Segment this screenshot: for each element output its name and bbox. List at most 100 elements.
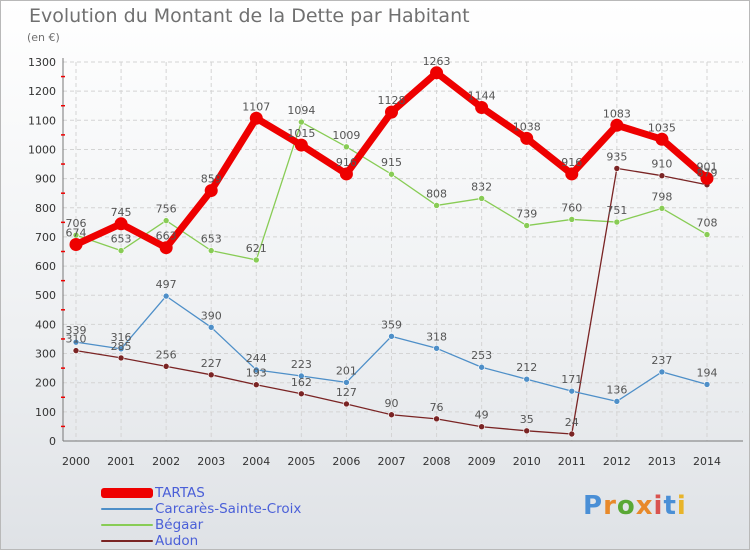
legend-swatch [101, 540, 153, 542]
data-label: 760 [561, 201, 582, 214]
data-point [568, 216, 576, 223]
data-label: 915 [381, 156, 402, 169]
y-tick-label: 1200 [28, 85, 56, 98]
data-point [162, 217, 170, 224]
legend-label: Audon [155, 533, 199, 549]
data-point [568, 387, 576, 395]
data-label: 1015 [287, 127, 315, 140]
data-label: 136 [606, 383, 627, 396]
data-label: 879 [697, 167, 718, 180]
legend: TARTAS Carcarès-Sainte-Croix Bégaar Audon [101, 485, 301, 549]
data-point [207, 323, 215, 331]
data-point [475, 100, 489, 114]
data-label: 706 [66, 217, 87, 230]
legend-label: Carcarès-Sainte-Croix [155, 501, 302, 517]
legend-swatch [101, 488, 153, 498]
data-label: 318 [426, 330, 447, 343]
x-tick-label: 2005 [287, 455, 315, 468]
data-point [613, 398, 621, 405]
data-label: 339 [66, 324, 87, 337]
data-point [658, 368, 666, 376]
data-label: 1144 [468, 89, 496, 102]
data-label: 910 [651, 158, 672, 171]
data-point [204, 184, 218, 198]
legend-item: Audon [101, 533, 301, 549]
y-tick-label: 300 [35, 348, 56, 361]
data-label: 390 [201, 309, 222, 322]
data-point [433, 344, 440, 352]
y-tick-label: 200 [35, 377, 56, 390]
data-label: 1009 [332, 129, 360, 142]
data-point [523, 427, 531, 435]
data-point [252, 366, 260, 374]
data-label: 935 [606, 150, 627, 163]
data-point [478, 363, 485, 371]
legend-item: TARTAS [101, 485, 301, 501]
data-label: 76 [430, 401, 444, 414]
data-label: 24 [565, 416, 579, 429]
y-tick-label: 500 [35, 289, 56, 302]
data-point [433, 202, 440, 209]
x-tick-label: 2001 [107, 455, 135, 468]
data-point [72, 338, 80, 346]
data-label: 916 [336, 156, 357, 169]
data-point [520, 131, 534, 145]
data-label: 621 [246, 242, 267, 255]
data-label: 35 [520, 413, 534, 426]
data-point [703, 231, 711, 238]
data-point [613, 165, 621, 172]
data-label: 171 [561, 373, 582, 386]
data-point [252, 256, 260, 264]
data-label: 359 [381, 318, 402, 331]
data-label: 212 [516, 361, 537, 374]
data-point [69, 238, 83, 252]
data-point [114, 217, 128, 231]
data-label: 1038 [513, 120, 541, 133]
data-point [298, 118, 305, 126]
data-label: 901 [697, 160, 718, 173]
data-label: 285 [111, 340, 132, 353]
data-label: 859 [201, 173, 222, 186]
data-label: 201 [336, 364, 357, 377]
legend-label: Bégaar [155, 517, 204, 533]
data-label: 316 [111, 331, 132, 344]
data-point [388, 170, 395, 178]
data-point [610, 118, 624, 132]
data-point [343, 143, 350, 151]
x-tick-label: 2000 [62, 455, 90, 468]
data-point [298, 372, 305, 380]
data-point [298, 390, 305, 398]
data-point [162, 363, 170, 370]
data-point [117, 247, 125, 254]
y-tick-label: 0 [49, 435, 56, 448]
data-point [700, 171, 714, 185]
y-tick-label: 1100 [28, 114, 56, 127]
data-point [658, 205, 666, 212]
y-tick-label: 1300 [28, 56, 56, 69]
data-label: 674 [66, 227, 87, 240]
legend-swatch [101, 524, 153, 526]
x-tick-label: 2007 [378, 455, 406, 468]
y-tick-label: 900 [35, 173, 56, 186]
data-label: 127 [336, 386, 357, 399]
data-point [433, 415, 440, 423]
legend-swatch [101, 508, 153, 510]
data-label: 237 [651, 354, 672, 367]
data-label: 708 [697, 217, 718, 230]
x-tick-label: 2014 [693, 455, 721, 468]
x-tick-label: 2008 [423, 455, 451, 468]
x-tick-label: 2011 [558, 455, 586, 468]
data-point [294, 138, 308, 152]
chart-unit: (en €) [27, 31, 60, 44]
data-label: 798 [651, 190, 672, 203]
data-point [478, 195, 485, 202]
y-tick-label: 1000 [28, 143, 56, 156]
data-label: 808 [426, 187, 447, 200]
data-label: 832 [471, 180, 492, 193]
data-point [568, 430, 576, 438]
y-tick-label: 700 [35, 231, 56, 244]
data-point [72, 347, 80, 354]
data-point [703, 381, 711, 388]
proxiti-logo: Proxiti [583, 491, 687, 521]
